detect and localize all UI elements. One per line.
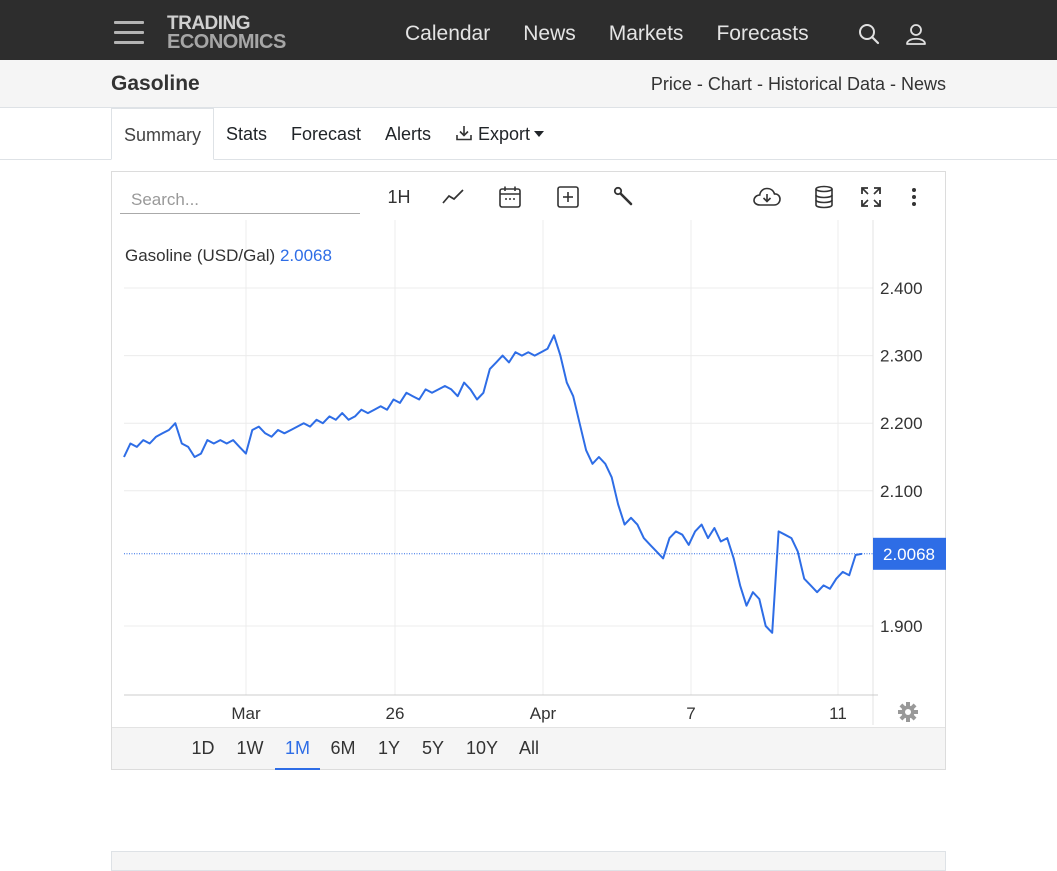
link-news[interactable]: News [900, 74, 946, 94]
period-selector: 1D 1W 1M 6M 1Y 5Y 10Y All [112, 727, 945, 770]
link-historical-data[interactable]: Historical Data [767, 74, 885, 94]
tab-export[interactable]: Export [455, 108, 545, 160]
x-tick-label: 11 [829, 704, 847, 723]
period-button[interactable]: 5Y [421, 738, 445, 758]
title-bar: Gasoline Price - Chart - Historical Data - New… [0, 60, 1057, 108]
fullscreen-icon[interactable] [859, 182, 883, 212]
tab-summary[interactable]: Summary [111, 108, 215, 160]
user-icon[interactable] [904, 22, 928, 46]
last-price-label: 2.0068 [883, 545, 935, 564]
period-button[interactable]: 1D [191, 738, 215, 758]
gear-icon[interactable] [898, 702, 918, 722]
search-icon[interactable] [857, 22, 881, 46]
wrench-icon[interactable] [611, 182, 637, 212]
period-button[interactable]: 10Y [465, 738, 499, 758]
x-tick-label: 7 [686, 704, 695, 723]
period-button[interactable]: 1W [236, 738, 264, 758]
logo[interactable]: TRADING ECONOMICS [167, 13, 286, 53]
add-box-icon[interactable] [555, 182, 581, 212]
line-chart-icon[interactable] [440, 182, 466, 212]
main-nav: Calendar News Markets Forecasts [405, 22, 842, 46]
y-tick-label: 1.900 [880, 617, 923, 636]
link-price[interactable]: Price [650, 74, 692, 94]
tab-stats[interactable]: Stats [226, 124, 268, 144]
top-navbar: TRADING ECONOMICS Calendar News Markets … [0, 0, 1057, 60]
y-tick-label: 2.400 [880, 279, 923, 298]
link-separator: - [756, 74, 763, 94]
page-title: Gasoline [111, 72, 200, 95]
logo-line1: TRADING [167, 13, 251, 34]
download-icon [456, 126, 472, 141]
y-tick-label: 2.300 [880, 347, 923, 366]
export-label: Export [478, 124, 531, 144]
period-button[interactable]: 6M [330, 738, 356, 758]
cloud-download-icon[interactable] [752, 182, 782, 212]
chevron-down-icon [534, 130, 545, 137]
logo-line2: ECONOMICS [167, 31, 286, 53]
last-price-badge [873, 537, 946, 570]
price-chart[interactable]: Mar 26 Apr 7 11 2.400 2.300 2.200 2.100 1.900 Gaso… [112, 220, 947, 728]
x-tick-label: Apr [530, 704, 557, 723]
title-links: Price - Chart - Historical Data - News [651, 74, 946, 95]
y-tick-label: 2.100 [880, 482, 923, 501]
chart-area[interactable]: Mar 26 Apr 7 11 2.400 2.300 2.200 2.100 1.900 Gaso… [112, 220, 947, 728]
period-button[interactable]: All [518, 738, 539, 758]
link-separator: - [696, 74, 703, 94]
calendar-icon[interactable] [497, 182, 523, 212]
x-tick-label: Mar [231, 704, 261, 723]
nav-calendar[interactable]: Calendar [405, 22, 491, 45]
nav-news[interactable]: News [523, 22, 576, 45]
nav-markets[interactable]: Markets [608, 22, 684, 45]
search-input[interactable] [120, 186, 360, 214]
y-tick-label: 2.200 [880, 414, 923, 433]
tab-alerts[interactable]: Alerts [385, 124, 432, 144]
interval-button[interactable]: 1H [387, 186, 411, 207]
nav-forecasts[interactable]: Forecasts [716, 22, 809, 45]
menu-icon[interactable] [114, 19, 144, 45]
chart-card: 1H Mar 26 Apr 7 11 2.400 2.300 2.200 2.100 1.900 G… [111, 171, 946, 770]
database-icon[interactable] [812, 182, 836, 212]
tab-forecast[interactable]: Forecast [291, 124, 362, 144]
series-line [123, 334, 863, 634]
link-chart[interactable]: Chart [707, 74, 752, 94]
period-button-active[interactable]: 1M [275, 728, 320, 770]
link-separator: - [889, 74, 896, 94]
legend-last-value: 2.0068 [280, 246, 332, 265]
content-box [111, 851, 946, 871]
chart-legend: Gasoline (USD/Gal) 2.0068 [125, 246, 332, 265]
period-button[interactable]: 1Y [377, 738, 401, 758]
tabs-bar: Summary Stats Forecast Alerts Export [0, 108, 1057, 160]
more-vertical-icon[interactable] [906, 182, 922, 212]
x-tick-label: 26 [386, 704, 405, 723]
legend-series-name: Gasoline (USD/Gal) [125, 246, 280, 265]
